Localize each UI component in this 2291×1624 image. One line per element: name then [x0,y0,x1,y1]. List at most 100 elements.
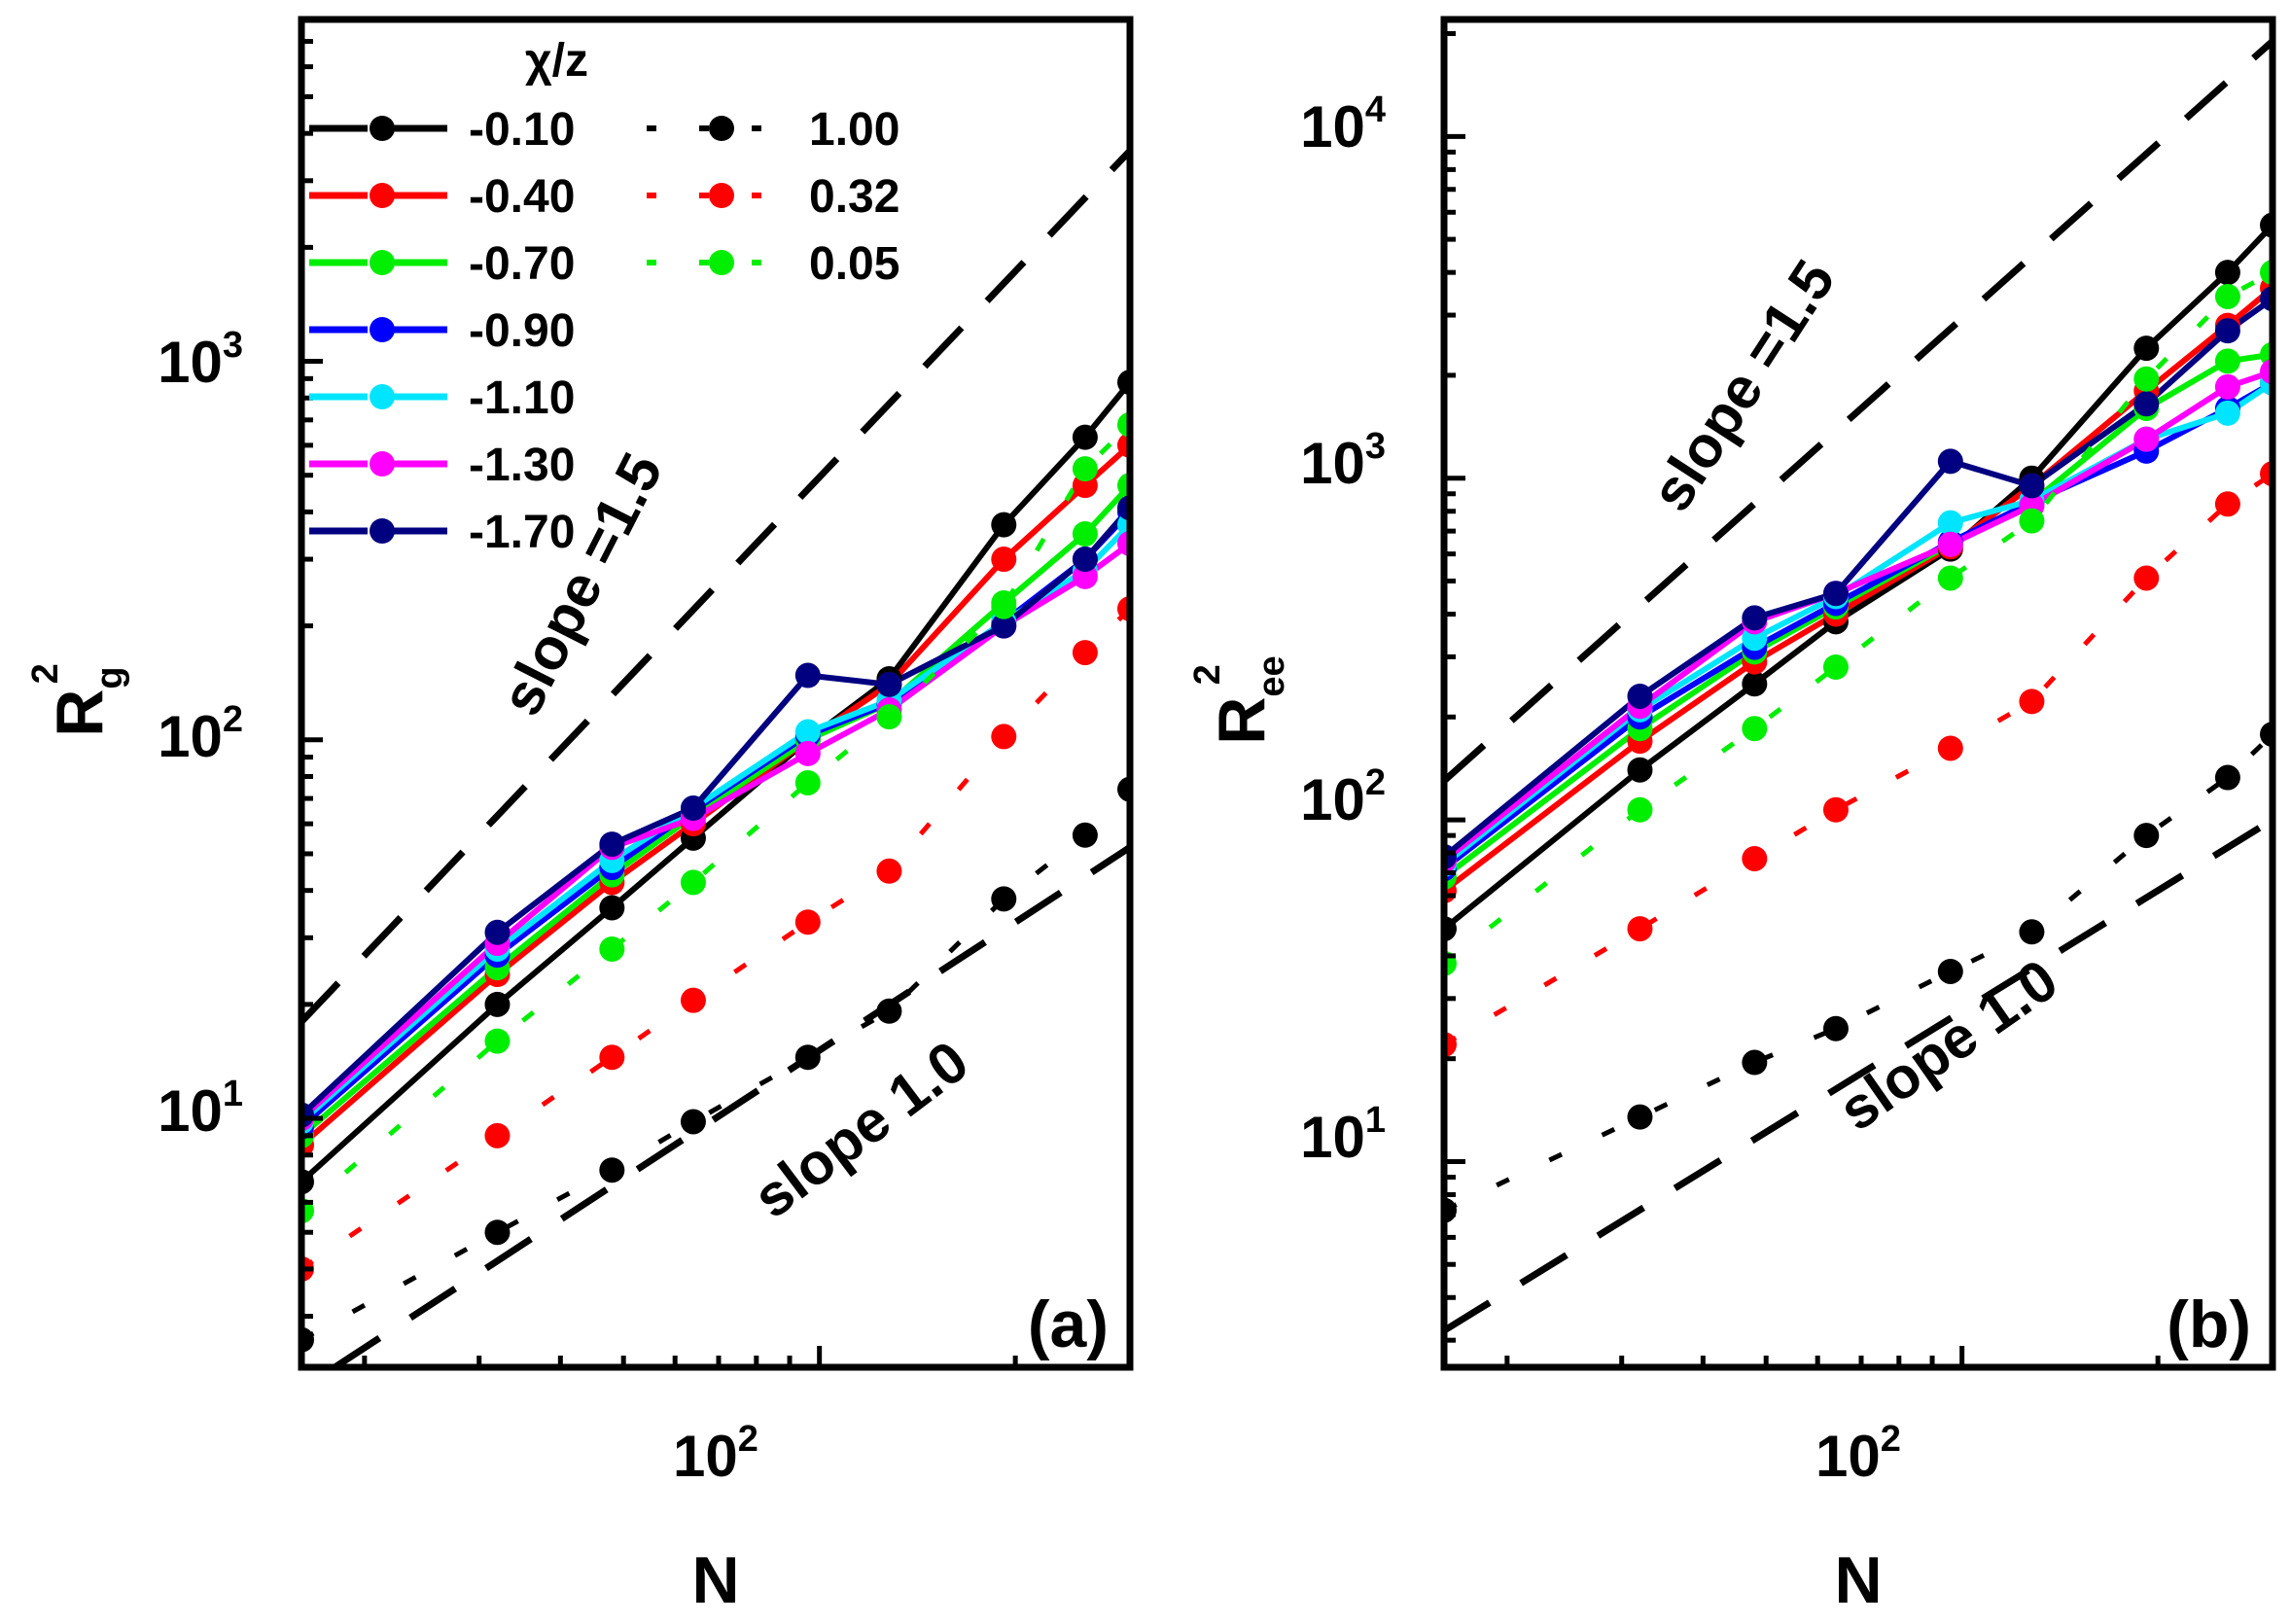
panel-a-xlabel: N [691,1543,739,1617]
panel-b-point--1.30-N96 [1937,531,1963,557]
panel-a-point--1.70-N96 [794,662,821,688]
panel-a-point-0.05-N48 [599,936,625,962]
panel-a-reference-line-slope-1.5 [301,148,1130,1025]
panel-a-point-1.00-N32 [484,1219,511,1246]
panel-b-point-0.05-N256 [2214,283,2240,309]
panel-a-point-0.05-N64 [680,869,706,896]
legend-marker--1.30 [370,451,395,477]
panel-b-point--1.70-N48 [1742,605,1768,631]
panel-a-point-0.32-N192 [991,724,1017,750]
panel-a-point--0.40-N192 [991,547,1017,573]
legend-label--0.90: -0.90 [469,305,575,357]
panel-b-point-0.32-N48 [1742,845,1768,871]
panel-b-frame [1440,16,2276,1371]
legend-label--0.10: -0.10 [469,104,575,156]
panel-a-point--0.10-N256 [1072,424,1098,450]
panel-b-point-0.05-N96 [1937,565,1963,591]
panel-a-point-1.00-N48 [599,1157,625,1183]
panel-a-point-0.05-N256 [1072,456,1098,482]
panel-b-ytick-10^2: 102 [1300,762,1386,832]
legend-label--1.10: -1.10 [469,372,575,424]
panel-b-point-0.05-N32 [1627,796,1653,823]
panel-a-point-0.32-N64 [680,987,706,1013]
panel-a-point--1.70-N32 [484,919,511,945]
panel-b-point--0.10-N192 [2133,335,2160,362]
legend-label-0.05: 0.05 [809,238,899,290]
legend-label--0.40: -0.40 [469,171,575,223]
panel-a-label: (a) [1028,1288,1109,1361]
panel-b-point--1.70-N64 [1822,581,1849,607]
panel-b-point-0.32-N192 [2133,565,2160,591]
panel-b-point-1.00-N64 [1822,1015,1849,1041]
panel-b-point-0.32-N256 [2214,491,2240,517]
legend-marker--0.40 [370,183,395,208]
panel-b-ylabel: Ree2 [1187,655,1292,744]
panel-b-point-0.05-N48 [1742,716,1768,742]
panel-a-reference-lines [301,148,1130,1367]
panel-a-point--1.70-N64 [680,795,706,822]
svg-text:Rg2: Rg2 [25,663,130,736]
panel-a-point-0.05-N192 [991,593,1017,619]
panel-a-point--1.30-N96 [794,740,821,766]
legend-label--0.70: -0.70 [469,238,575,290]
legend-entry-1.00: 1.00 [647,104,899,156]
legend-entry--1.10: -1.10 [309,372,575,424]
legend-marker--0.90 [370,317,395,342]
panel-b-point-1.00-N192 [2133,823,2160,849]
panel-a-point-0.32-N48 [599,1044,625,1071]
panel-b-point-0.32-N32 [1627,916,1653,942]
panel-a-point-0.05-N32 [484,1028,511,1054]
panel-a-point--1.30-N256 [1072,563,1098,589]
panel-b-point-1.00-N32 [1627,1104,1653,1130]
panel-b-point-0.32-N128 [2019,688,2045,715]
panel-a-point--1.70-N128 [876,671,902,697]
svg-text:Ree2: Ree2 [1187,655,1292,744]
panel-b-point-0.05-N192 [2133,366,2160,392]
legend-marker--1.10 [370,384,395,409]
panel-a-point-1.00-N256 [1072,822,1098,848]
panel-a-ytick-10^1: 101 [158,1074,243,1144]
panel-a: 101 102 103 102 N Rg2 slope =1.5 slope 1… [25,16,1134,1617]
panel-b-point-0.32-N96 [1937,735,1963,761]
panel-b-point--1.30-N256 [2214,373,2240,400]
panel-a-point--0.70-N256 [1072,521,1098,547]
panel-b-xtick-10^2: 102 [1815,1419,1901,1489]
legend-title: χ/z [525,35,588,87]
panel-a-ticks [301,17,1133,1367]
legend-entry--1.70: -1.70 [309,507,575,558]
panel-b-reference-line-slope-1.0 [1444,817,2273,1334]
panel-a-point-0.32-N256 [1072,640,1098,666]
panel-a-point--1.70-N48 [599,831,625,858]
panel-a-point-0.32-N128 [876,858,902,884]
legend-entry--0.70: -0.70 [309,238,575,290]
legend-marker-0.32 [709,183,734,208]
panel-b-point--1.70-N192 [2133,391,2160,417]
panel-b-slope-1.5-label: slope =1.5 [1639,249,1848,522]
panel-b-point--1.70-N32 [1627,683,1653,709]
legend-entry--1.30: -1.30 [309,440,575,491]
panel-a-point-0.32-N96 [794,909,821,936]
panel-a-ytick-10^3: 103 [158,325,243,395]
panel-b-label: (b) [2167,1288,2251,1361]
legend-label--1.70: -1.70 [469,507,575,558]
panel-b-point--0.10-N32 [1627,757,1653,783]
legend-marker-0.05 [709,250,734,275]
panel-a-point-0.05-N128 [876,704,902,730]
panel-a-reference-line-slope-1.0 [333,844,1130,1367]
panel-a-frame [298,16,1134,1371]
legend-marker--0.10 [370,116,395,141]
panel-a-point-1.00-N64 [680,1109,706,1135]
panel-a-point--1.10-N96 [794,719,821,745]
panel-b-ytick-10^3: 103 [1300,426,1386,496]
legend-marker-1.00 [709,116,734,141]
panel-b: 101 102 103 104 102 N Ree2 slope =1.5 sl… [1187,16,2276,1617]
panel-b-reference-lines [1444,38,2273,1334]
panel-a-series-line-1.00 [301,787,1130,1342]
panel-b-ytick-10^4: 104 [1300,89,1386,159]
panel-b-point--0.70-N256 [2214,348,2240,374]
panel-b-point-1.00-N48 [1742,1049,1768,1076]
legend: χ/z -0.10 -0.40 -0.70 -0.90 -1.10 -1.30 -1.70 1… [309,35,899,558]
panel-a-series-layer [301,370,1130,1353]
panel-a-point-0.05-N96 [794,769,821,795]
